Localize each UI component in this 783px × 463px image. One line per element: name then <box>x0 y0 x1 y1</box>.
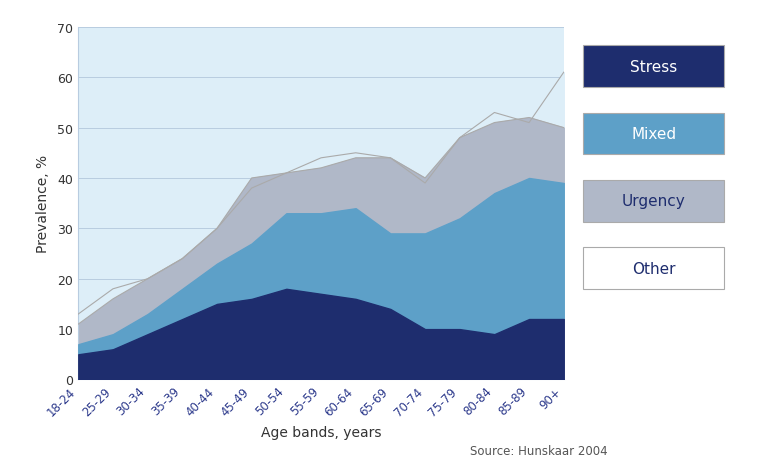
Text: Source: Hunskaar 2004: Source: Hunskaar 2004 <box>470 444 608 457</box>
Text: Stress: Stress <box>630 60 677 75</box>
Text: Mixed: Mixed <box>631 127 677 142</box>
Text: Other: Other <box>632 261 676 276</box>
Y-axis label: Prevalence, %: Prevalence, % <box>37 155 50 253</box>
X-axis label: Age bands, years: Age bands, years <box>261 425 381 439</box>
Text: Urgency: Urgency <box>622 194 686 209</box>
